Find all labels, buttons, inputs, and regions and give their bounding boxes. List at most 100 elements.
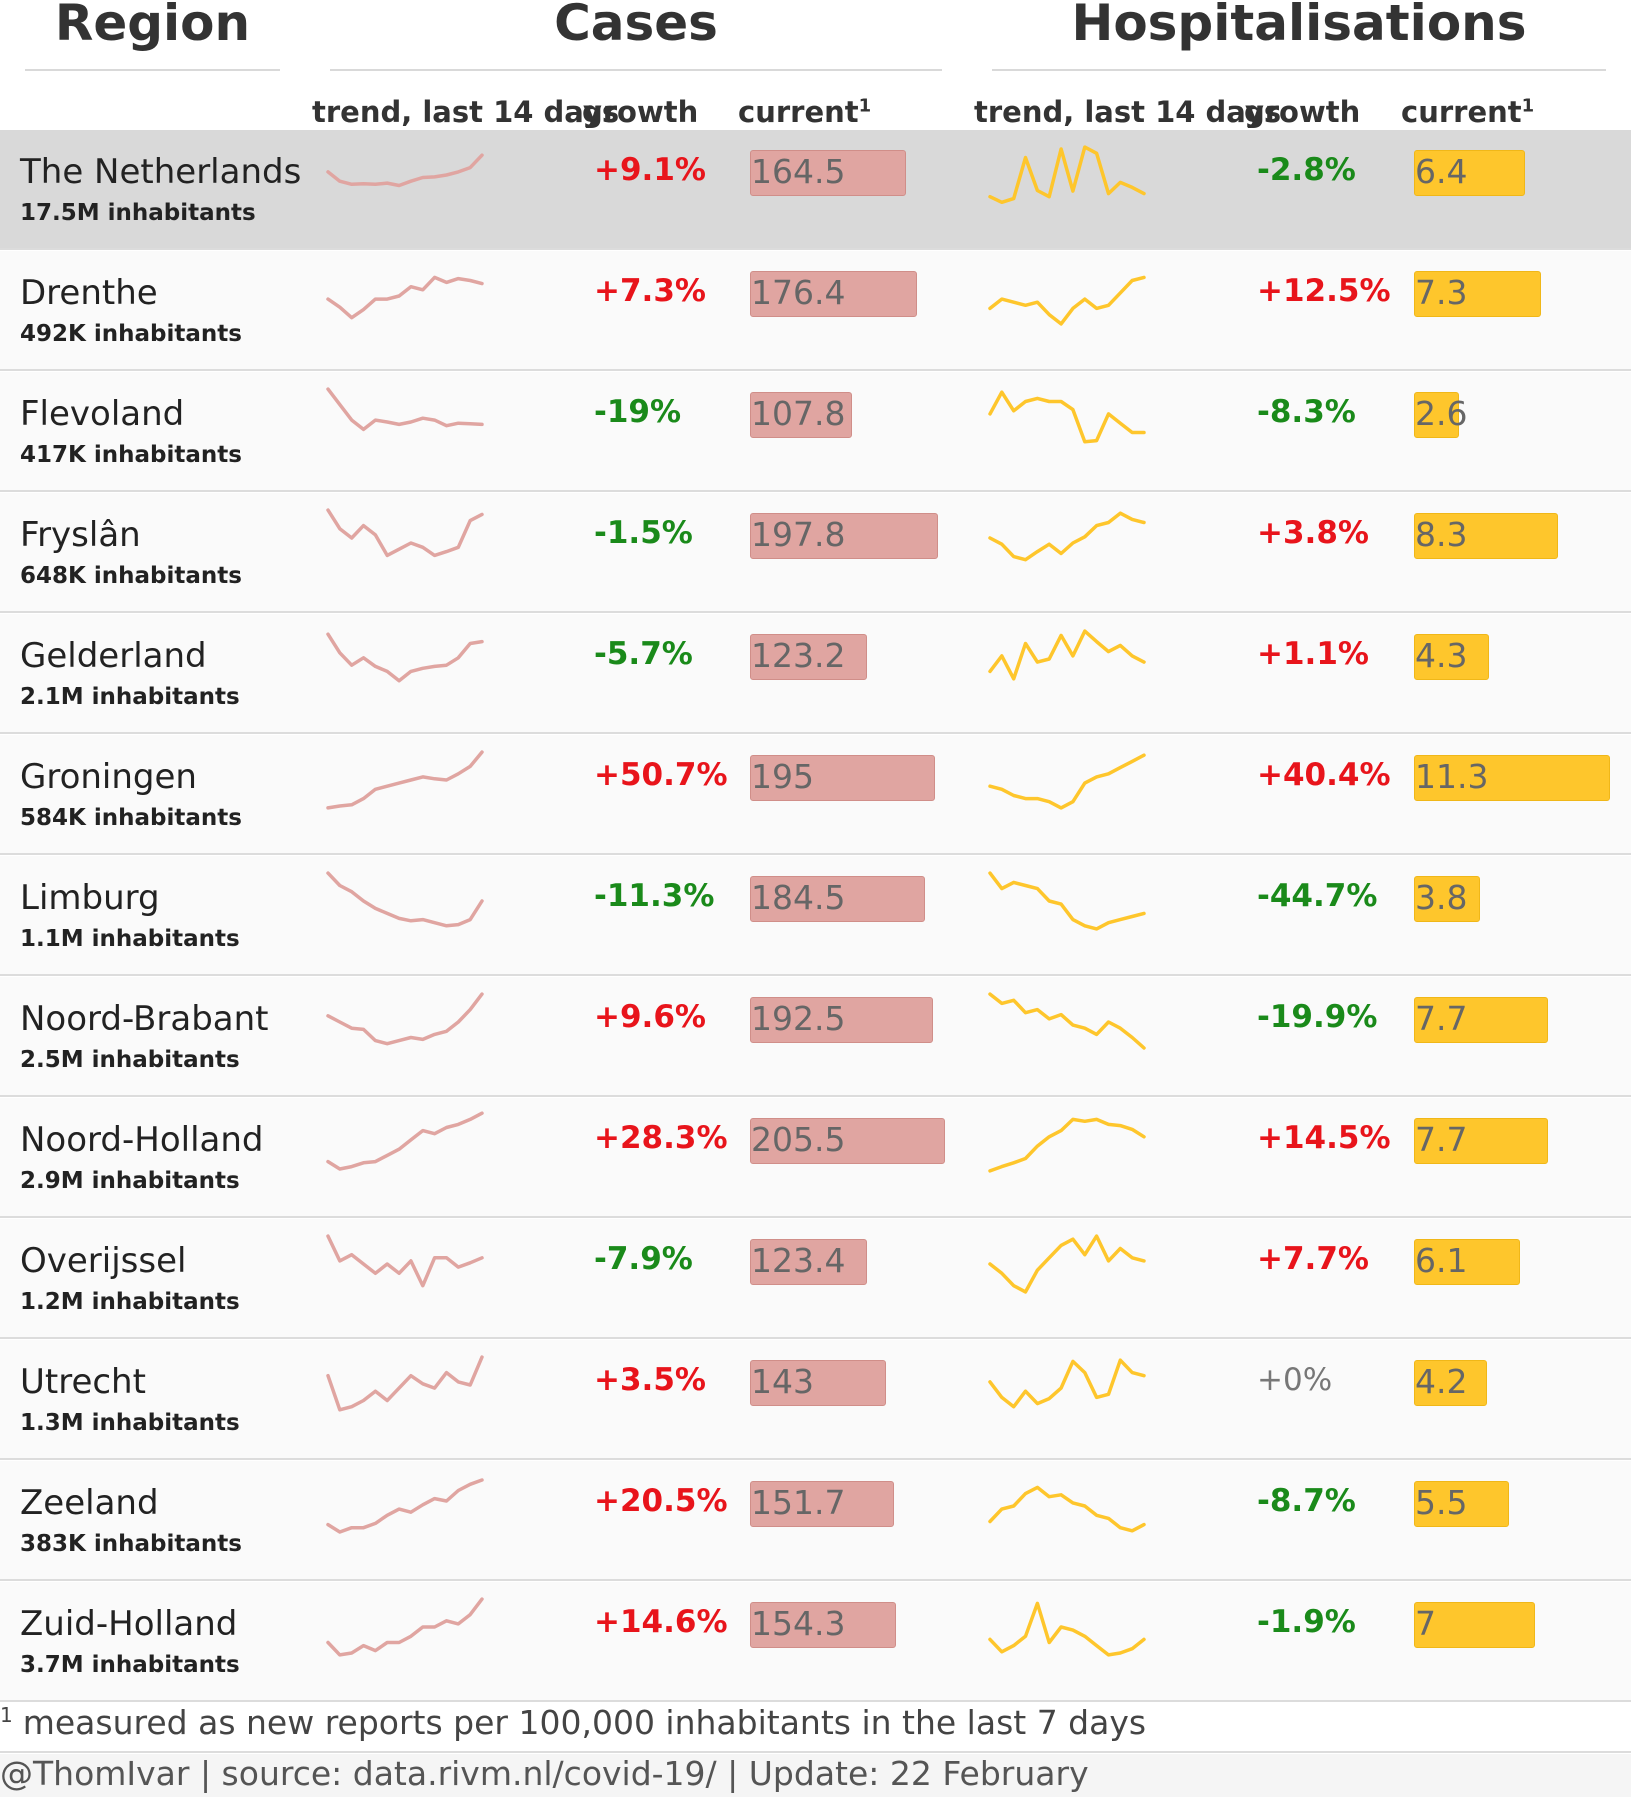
cases-trend-line (326, 275, 484, 320)
cases-trend-line (326, 153, 484, 188)
table-row: Overijssel 1.2M inhabitants -7.9% 123.4 +7.7… (0, 1219, 1631, 1339)
cases-current-value: 205.5 (751, 1120, 846, 1159)
cases-growth-value: +3.5% (594, 1362, 706, 1398)
region-name: Noord-Holland (20, 1120, 264, 1160)
cases-current-value: 195 (751, 757, 814, 796)
hosp-sparkline (988, 390, 1146, 444)
region-name: Overijssel (20, 1241, 187, 1281)
region-population: 648K inhabitants (20, 563, 242, 589)
hosp-trend-line (988, 1358, 1146, 1409)
hosp-current-bar (1414, 1239, 1520, 1285)
table-row: Groningen 584K inhabitants +50.7% 195 +40.4%… (0, 735, 1631, 855)
cases-trend-header: trend, last 14 days (312, 95, 620, 129)
hosp-current-value: 7.7 (1415, 999, 1468, 1038)
hosp-current-value: 2.6 (1415, 394, 1468, 433)
cases-trend-line (326, 1111, 484, 1171)
table-row: Gelderland 2.1M inhabitants -5.7% 123.2 +1.1… (0, 614, 1631, 734)
hosp-current-bar (1414, 755, 1610, 801)
cases-trend-line (326, 1355, 484, 1412)
cases-trend-line (326, 992, 484, 1046)
hosp-trend-line (988, 992, 1146, 1050)
table-row: Limburg 1.1M inhabitants -11.3% 184.5 -44.7%… (0, 856, 1631, 976)
region-population: 1.3M inhabitants (20, 1410, 240, 1436)
hosp-trend-line (988, 1601, 1146, 1657)
hosp-current-bar (1414, 150, 1525, 196)
region-population: 2.5M inhabitants (20, 1047, 240, 1073)
cases-trend-line (326, 632, 484, 683)
cases-group-rule (330, 69, 942, 71)
cases-current-bar (750, 150, 906, 196)
cases-sparkline (326, 871, 484, 928)
hosp-growth-value: +3.8% (1257, 515, 1369, 551)
region-population: 1.2M inhabitants (20, 1289, 240, 1315)
hosp-current-bar (1414, 1360, 1487, 1406)
hosp-trend-line (988, 629, 1146, 681)
region-name: Utrecht (20, 1362, 146, 1402)
cases-growth-value: +9.6% (594, 999, 706, 1035)
cases-growth-value: -11.3% (594, 878, 715, 914)
hosp-current-bar (1414, 1481, 1509, 1527)
region-population: 2.1M inhabitants (20, 684, 240, 710)
cases-trend-line (326, 750, 484, 810)
hosp-sparkline (988, 1601, 1146, 1657)
cases-trend-line (326, 1478, 484, 1534)
hosp-growth-value: -19.9% (1257, 999, 1378, 1035)
region-population: 417K inhabitants (20, 442, 242, 468)
cases-sparkline (326, 387, 484, 432)
hosp-sparkline (988, 629, 1146, 681)
region-name: Zuid-Holland (20, 1604, 238, 1644)
cases-sparkline (326, 1111, 484, 1171)
hosp-trend-line (988, 145, 1146, 205)
hosp-current-footnote-marker: 1 (1521, 95, 1535, 117)
cases-current-bar (750, 1602, 896, 1648)
hosp-current-value: 4.3 (1415, 636, 1468, 675)
hosp-sparkline (988, 871, 1146, 931)
cases-sparkline (326, 275, 484, 320)
cases-trend-line (326, 871, 484, 928)
cases-group-title: Cases (554, 0, 718, 52)
cases-current-footnote-marker: 1 (858, 95, 872, 117)
region-name: Limburg (20, 878, 160, 918)
hosp-sparkline (988, 992, 1146, 1050)
hosp-growth-value: -44.7% (1257, 878, 1378, 914)
cases-current-bar (750, 1239, 867, 1285)
cases-sparkline (326, 1478, 484, 1534)
hosp-current-header: current1 (1401, 92, 1534, 132)
cases-current-value: 123.2 (751, 636, 846, 675)
hosp-current-value: 5.5 (1415, 1483, 1468, 1522)
hosp-trend-line (988, 1234, 1146, 1294)
region-population: 17.5M inhabitants (20, 200, 256, 226)
cases-trend-line (326, 1234, 484, 1288)
cases-current-bar (750, 1360, 886, 1406)
cases-current-value: 184.5 (751, 878, 846, 917)
table-row: Noord-Brabant 2.5M inhabitants +9.6% 192.5 -… (0, 977, 1631, 1097)
cases-growth-value: -19% (594, 394, 682, 430)
cases-current-bar (750, 876, 925, 922)
cases-sparkline (326, 1234, 484, 1288)
cases-growth-value: +9.1% (594, 152, 706, 188)
cases-current-value: 154.3 (751, 1604, 846, 1643)
hospitalisations-group-rule (992, 69, 1606, 71)
hosp-current-value: 6.4 (1415, 152, 1468, 191)
region-population: 383K inhabitants (20, 1531, 242, 1557)
cases-current-bar (750, 1118, 945, 1164)
region-population: 3.7M inhabitants (20, 1652, 240, 1678)
cases-current-value: 176.4 (751, 273, 846, 312)
hosp-trend-header: trend, last 14 days (974, 95, 1282, 129)
cases-current-bar (750, 513, 938, 559)
cases-current-bar (750, 1481, 894, 1527)
cases-trend-line (326, 1597, 484, 1657)
hosp-trend-line (988, 390, 1146, 444)
cases-current-bar (750, 392, 852, 438)
region-population: 2.9M inhabitants (20, 1168, 240, 1194)
hosp-growth-value: +14.5% (1257, 1120, 1391, 1156)
cases-current-bar (750, 634, 867, 680)
table-row: Fryslân 648K inhabitants -1.5% 197.8 +3.8% 8.… (0, 493, 1631, 613)
cases-current-bar (750, 755, 935, 801)
hosp-current-bar (1414, 1118, 1548, 1164)
region-population: 492K inhabitants (20, 321, 242, 347)
region-name: Groningen (20, 757, 197, 797)
hosp-growth-header: growth (1244, 95, 1361, 129)
hosp-sparkline (988, 1234, 1146, 1294)
cases-sparkline (326, 153, 484, 188)
